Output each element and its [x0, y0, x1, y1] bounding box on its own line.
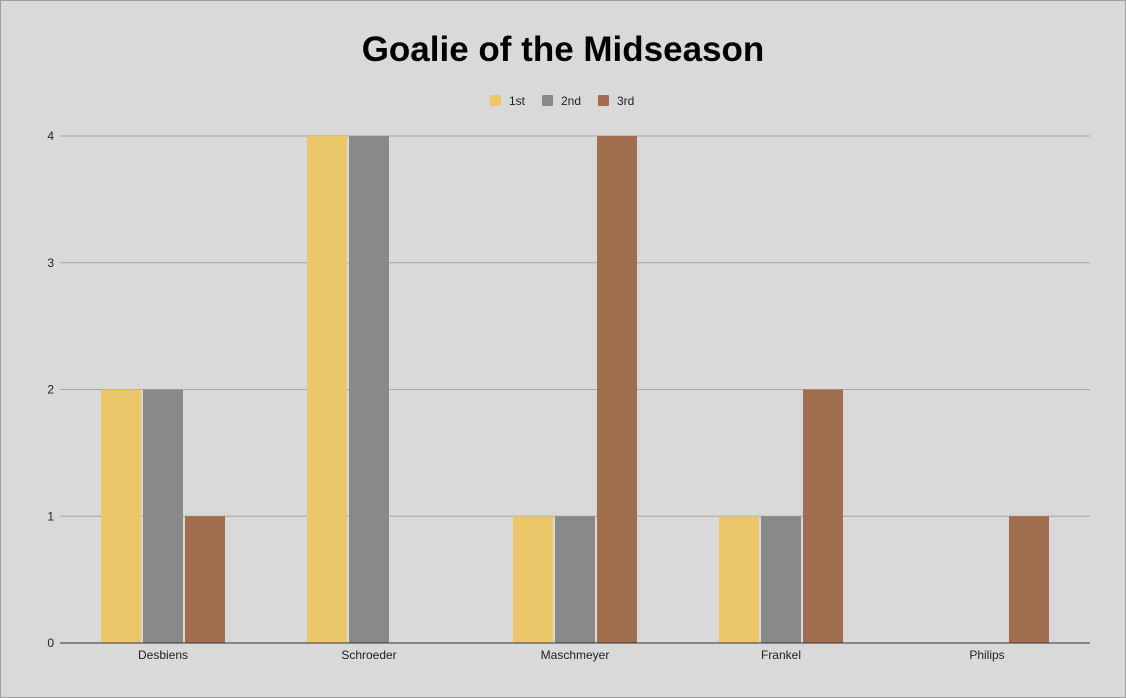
y-tick-label: 0 — [47, 636, 54, 650]
y-tick-label: 4 — [47, 129, 54, 143]
y-tick-label: 3 — [47, 256, 54, 270]
y-tick-label: 1 — [47, 509, 54, 523]
x-tick-label: Frankel — [761, 648, 801, 662]
bar-2nd-maschmeyer — [555, 516, 595, 643]
bar-2nd-schroeder — [349, 136, 389, 643]
bar-2nd-desbiens — [143, 389, 183, 643]
legend: 1st 2nd 3rd — [490, 94, 634, 108]
legend-swatch-2nd — [542, 95, 553, 106]
legend-swatch-3rd — [598, 95, 609, 106]
legend-label: 1st — [509, 94, 526, 108]
bar-3rd-frankel — [803, 389, 843, 643]
bars — [101, 136, 1049, 643]
bar-3rd-maschmeyer — [597, 136, 637, 643]
x-tick-label: Schroeder — [341, 648, 396, 662]
bar-3rd-philips — [1009, 516, 1049, 643]
bar-1st-schroeder — [307, 136, 347, 643]
y-tick-label: 2 — [47, 383, 54, 397]
x-tick-label: Maschmeyer — [541, 648, 610, 662]
bar-3rd-desbiens — [185, 516, 225, 643]
x-tick-label: Desbiens — [138, 648, 188, 662]
bar-1st-desbiens — [101, 389, 141, 643]
legend-swatch-1st — [490, 95, 501, 106]
x-tick-label: Philips — [969, 648, 1004, 662]
y-axis-ticks: 0 1 2 3 4 — [47, 129, 54, 650]
chart-title: Goalie of the Midseason — [361, 30, 765, 69]
x-axis-ticks: Desbiens Schroeder Maschmeyer Frankel Philip… — [138, 648, 1005, 662]
bar-1st-frankel — [719, 516, 759, 643]
gridlines — [60, 135, 1090, 517]
bar-1st-maschmeyer — [513, 516, 553, 643]
legend-label: 2nd — [561, 94, 581, 108]
legend-label: 3rd — [617, 94, 634, 108]
bar-2nd-frankel — [761, 516, 801, 643]
